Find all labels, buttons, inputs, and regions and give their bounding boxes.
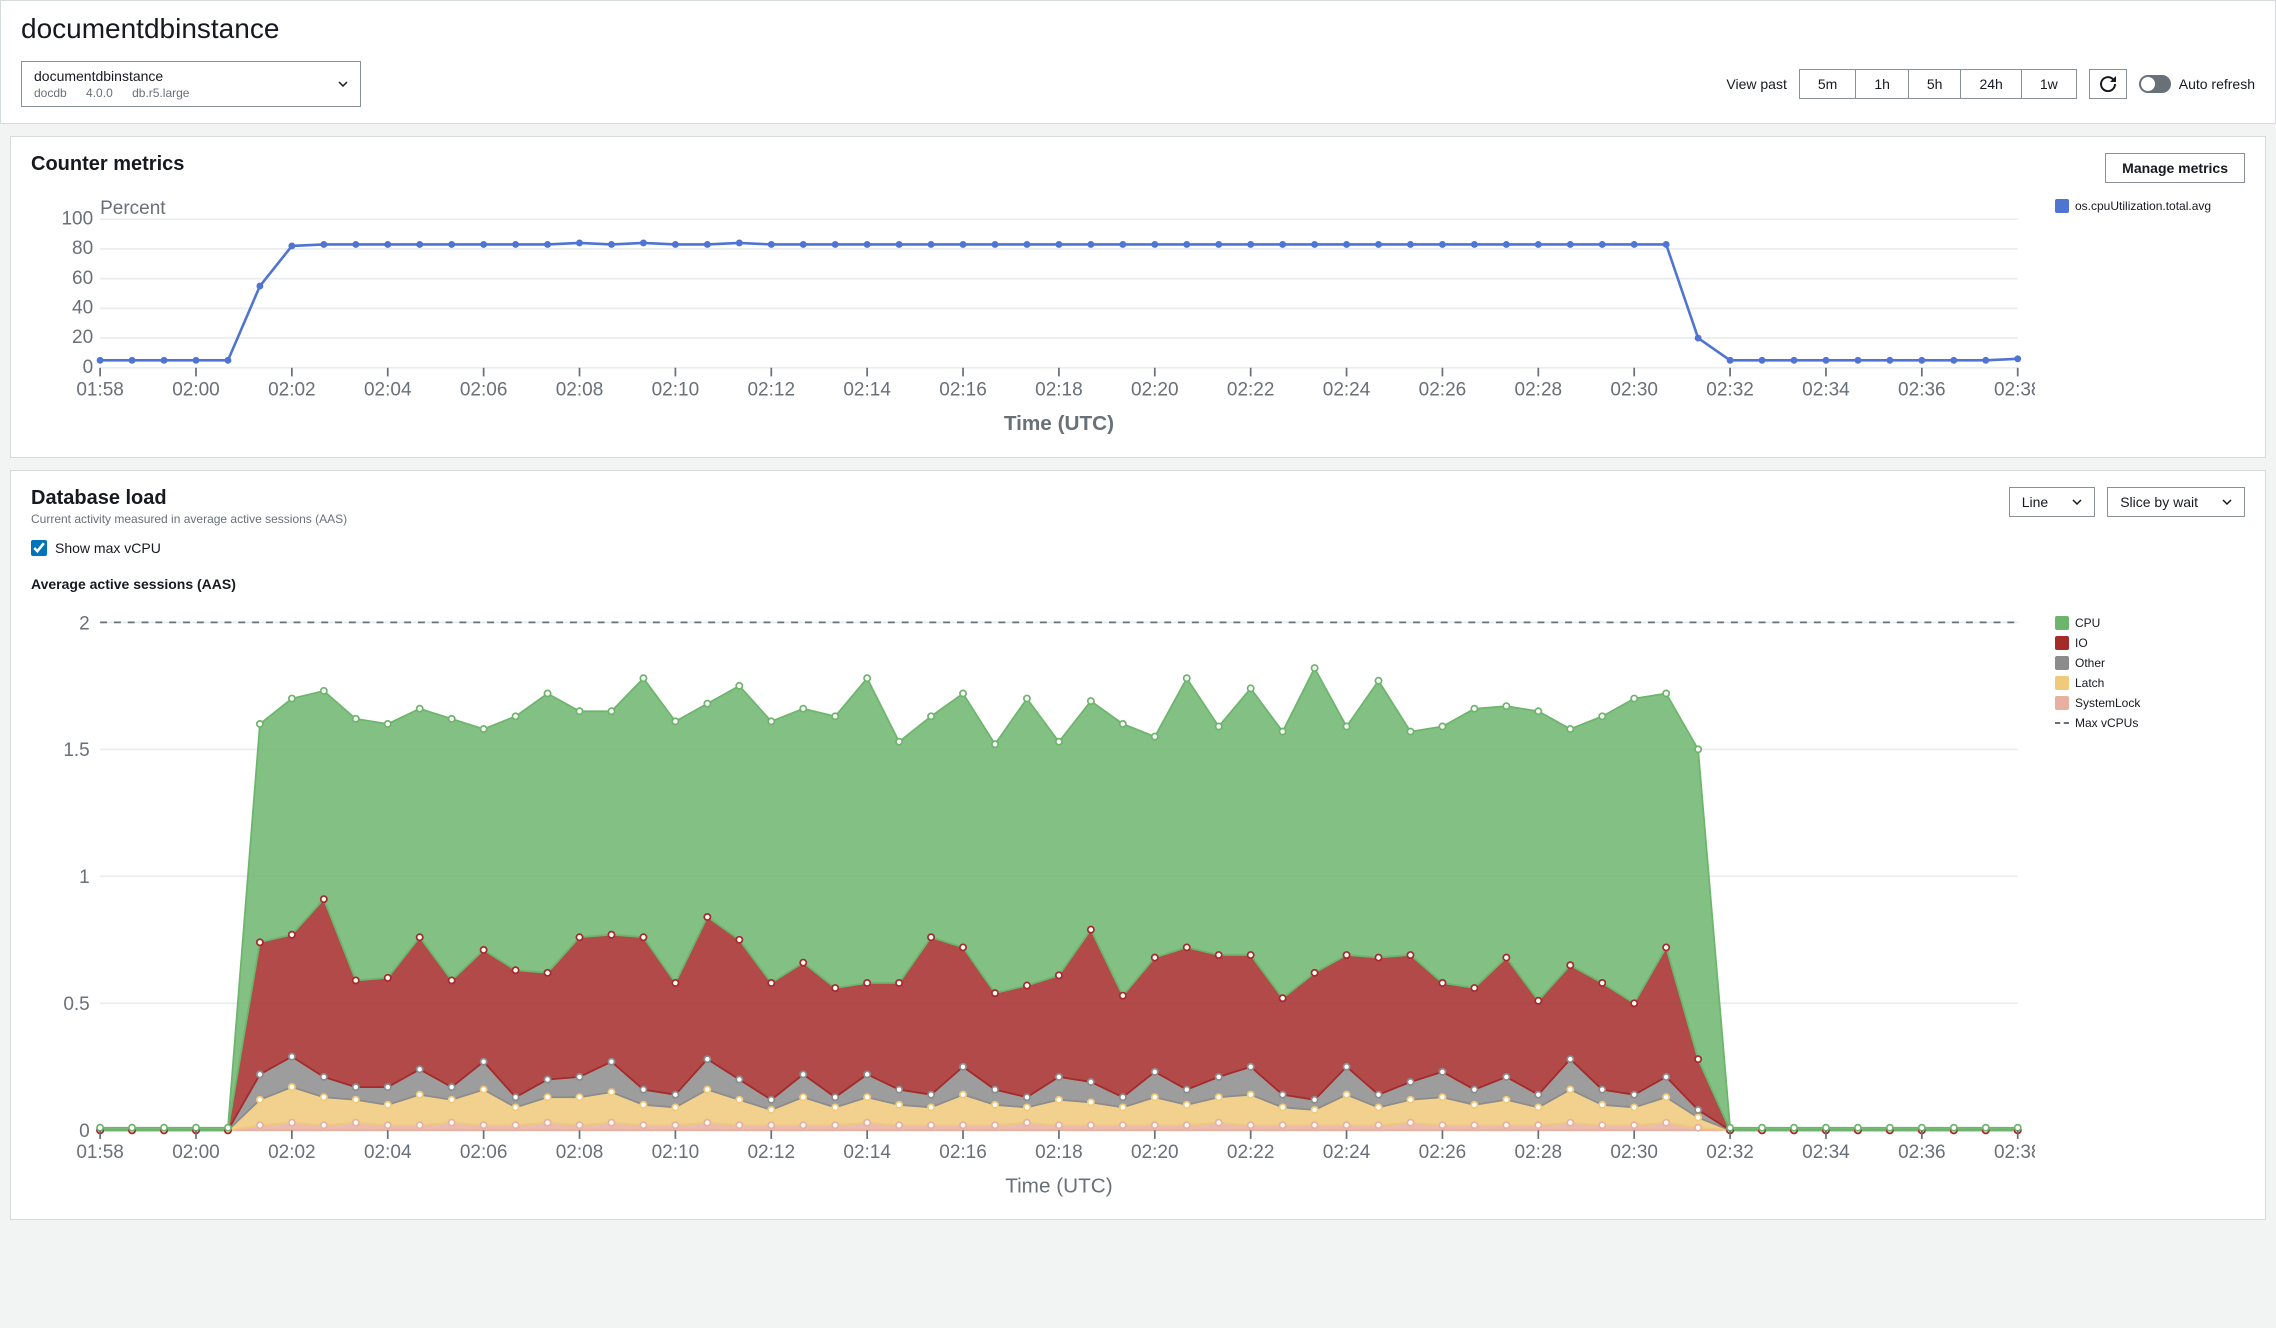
- svg-text:02:18: 02:18: [1035, 1142, 1083, 1163]
- counter-metrics-title: Counter metrics: [31, 153, 184, 176]
- svg-text:02:38: 02:38: [1994, 379, 2035, 400]
- svg-text:02:34: 02:34: [1802, 1142, 1850, 1163]
- database-load-title: Database load: [31, 487, 347, 510]
- svg-text:02:36: 02:36: [1898, 379, 1946, 400]
- svg-text:Time (UTC): Time (UTC): [1004, 412, 1114, 435]
- caret-down-icon: [2072, 497, 2082, 507]
- svg-text:02:20: 02:20: [1131, 379, 1179, 400]
- svg-text:2: 2: [79, 613, 90, 634]
- legend-item[interactable]: Max vCPUs: [2055, 716, 2245, 730]
- svg-text:Time (UTC): Time (UTC): [1005, 1174, 1112, 1197]
- load-legend: CPU IO Other Latch SystemLock Max vCPUs: [2055, 612, 2245, 1199]
- svg-text:0.5: 0.5: [63, 994, 89, 1015]
- svg-text:02:10: 02:10: [652, 1142, 700, 1163]
- svg-text:02:06: 02:06: [460, 1142, 508, 1163]
- svg-text:02:22: 02:22: [1227, 1142, 1275, 1163]
- svg-text:02:08: 02:08: [556, 1142, 604, 1163]
- svg-text:Percent: Percent: [100, 198, 166, 219]
- svg-text:02:30: 02:30: [1610, 1142, 1658, 1163]
- time-range-group: 5m1h5h24h1w: [1799, 69, 2077, 99]
- svg-text:02:04: 02:04: [364, 1142, 412, 1163]
- counter-metrics-chart: Percent 0 20 40 60 80 100 01:58 02:00 02:02 02:04 0…: [31, 195, 2035, 437]
- svg-text:02:14: 02:14: [843, 1142, 891, 1163]
- svg-text:02:02: 02:02: [268, 1142, 316, 1163]
- manage-metrics-button[interactable]: Manage metrics: [2105, 153, 2245, 183]
- time-range-1h[interactable]: 1h: [1856, 70, 1909, 98]
- time-range-5m[interactable]: 5m: [1800, 70, 1856, 98]
- svg-text:02:06: 02:06: [460, 379, 508, 400]
- svg-text:02:32: 02:32: [1706, 379, 1754, 400]
- chart-type-dropdown[interactable]: Line: [2009, 487, 2095, 517]
- page-title: documentdbinstance: [21, 13, 2255, 45]
- legend-item[interactable]: SystemLock: [2055, 696, 2245, 710]
- svg-text:02:00: 02:00: [172, 1142, 220, 1163]
- svg-text:02:26: 02:26: [1419, 379, 1467, 400]
- svg-text:1: 1: [79, 867, 90, 888]
- show-max-vcpu-checkbox[interactable]: [31, 540, 47, 556]
- svg-text:02:08: 02:08: [556, 379, 604, 400]
- show-max-vcpu-label: Show max vCPU: [55, 540, 161, 556]
- svg-text:02:14: 02:14: [843, 379, 891, 400]
- svg-text:01:58: 01:58: [76, 379, 124, 400]
- svg-text:02:00: 02:00: [172, 379, 220, 400]
- svg-text:02:28: 02:28: [1515, 1142, 1563, 1163]
- svg-text:20: 20: [72, 327, 93, 348]
- instance-name: documentdbinstance: [34, 68, 348, 84]
- svg-text:0: 0: [83, 357, 94, 378]
- svg-text:60: 60: [72, 268, 93, 289]
- svg-text:80: 80: [72, 238, 93, 259]
- svg-text:02:16: 02:16: [939, 1142, 987, 1163]
- svg-text:02:24: 02:24: [1323, 1142, 1371, 1163]
- svg-text:02:22: 02:22: [1227, 379, 1275, 400]
- svg-text:100: 100: [61, 208, 93, 229]
- svg-text:02:24: 02:24: [1323, 379, 1371, 400]
- caret-down-icon: [338, 76, 348, 92]
- auto-refresh-toggle[interactable]: [2139, 75, 2171, 93]
- svg-text:02:12: 02:12: [747, 379, 795, 400]
- database-load-subtitle: Current activity measured in average act…: [31, 512, 347, 526]
- database-load-chart: 0 0.5 1 1.5 2 01:58 02:00 02:02 02:04 02:06 02:08 0…: [31, 612, 2035, 1199]
- svg-text:02:04: 02:04: [364, 379, 412, 400]
- view-past-label: View past: [1726, 76, 1786, 92]
- instance-meta: docdb 4.0.0 db.r5.large: [34, 86, 348, 100]
- refresh-button[interactable]: [2089, 69, 2127, 99]
- auto-refresh-label: Auto refresh: [2179, 76, 2255, 92]
- legend-item[interactable]: Other: [2055, 656, 2245, 670]
- svg-text:1.5: 1.5: [63, 740, 89, 761]
- svg-text:01:58: 01:58: [76, 1142, 124, 1163]
- time-range-24h[interactable]: 24h: [1961, 70, 2021, 98]
- time-range-5h[interactable]: 5h: [1909, 70, 1962, 98]
- aas-chart-title: Average active sessions (AAS): [11, 556, 2265, 600]
- svg-text:02:16: 02:16: [939, 379, 987, 400]
- svg-text:02:34: 02:34: [1802, 379, 1850, 400]
- legend-item[interactable]: os.cpuUtilization.total.avg: [2055, 199, 2245, 213]
- svg-text:0: 0: [79, 1121, 90, 1142]
- svg-text:02:18: 02:18: [1035, 379, 1083, 400]
- time-range-1w[interactable]: 1w: [2022, 70, 2076, 98]
- legend-item[interactable]: CPU: [2055, 616, 2245, 630]
- counter-legend: os.cpuUtilization.total.avg: [2055, 195, 2245, 437]
- legend-item[interactable]: Latch: [2055, 676, 2245, 690]
- svg-text:40: 40: [72, 298, 93, 319]
- svg-text:02:12: 02:12: [747, 1142, 795, 1163]
- svg-text:02:30: 02:30: [1610, 379, 1658, 400]
- legend-item[interactable]: IO: [2055, 636, 2245, 650]
- slice-by-dropdown[interactable]: Slice by wait: [2107, 487, 2245, 517]
- svg-text:02:38: 02:38: [1994, 1142, 2035, 1163]
- svg-text:02:20: 02:20: [1131, 1142, 1179, 1163]
- svg-text:02:28: 02:28: [1515, 379, 1563, 400]
- instance-selector[interactable]: documentdbinstance docdb 4.0.0 db.r5.lar…: [21, 61, 361, 107]
- svg-text:02:26: 02:26: [1419, 1142, 1467, 1163]
- svg-text:02:32: 02:32: [1706, 1142, 1754, 1163]
- svg-text:02:36: 02:36: [1898, 1142, 1946, 1163]
- svg-text:02:02: 02:02: [268, 379, 316, 400]
- svg-text:02:10: 02:10: [652, 379, 700, 400]
- caret-down-icon: [2222, 497, 2232, 507]
